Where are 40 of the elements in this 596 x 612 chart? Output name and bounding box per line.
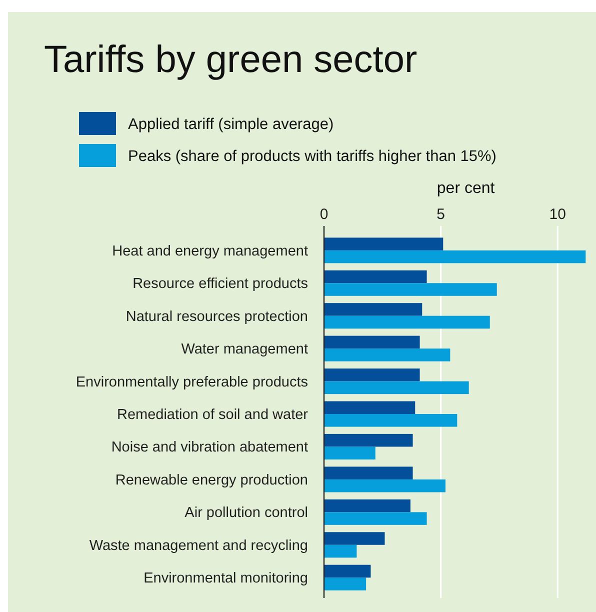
x-tick-label: 0 xyxy=(320,206,328,223)
y-tick-label: Heat and energy management xyxy=(112,243,308,260)
bar xyxy=(324,446,376,460)
bar xyxy=(324,336,420,349)
bar xyxy=(324,270,427,284)
bar xyxy=(324,466,413,480)
y-tick-label: Remediation of soil and water xyxy=(116,407,308,423)
y-tick-label: Environmental monitoring xyxy=(144,570,308,587)
y-tick-label: Environmentally preferable products xyxy=(76,374,308,390)
bar xyxy=(324,401,416,414)
y-tick-label: Renewable energy production xyxy=(115,472,308,488)
bar xyxy=(324,564,371,578)
bar xyxy=(324,238,444,250)
y-tick-label: Waste management and recycling xyxy=(89,538,308,554)
bar xyxy=(324,434,413,447)
bar xyxy=(324,250,586,264)
bar xyxy=(324,532,385,545)
bar xyxy=(324,303,422,316)
x-tick-label: 10 xyxy=(549,206,566,223)
bar xyxy=(324,381,469,394)
bar xyxy=(324,316,490,329)
bar xyxy=(324,578,366,590)
y-tick-label: Resource efficient products xyxy=(132,276,308,292)
bar xyxy=(324,499,410,512)
y-tick-label: Noise and vibration abatement xyxy=(111,440,308,456)
y-tick-label: Water management xyxy=(181,342,308,358)
y-tick-label: Natural resources protection xyxy=(126,308,308,325)
x-axis-title: per cent xyxy=(436,180,496,197)
bar xyxy=(324,414,458,427)
bar xyxy=(324,479,446,492)
legend-label: Peaks (share of products with tariffs higher than 15%) xyxy=(128,148,496,165)
chart-title: Tariffs by green sector xyxy=(44,39,418,81)
bar xyxy=(324,544,357,558)
bar xyxy=(324,512,427,525)
x-tick-label: 5 xyxy=(436,206,445,223)
y-tick-label: Air pollution control xyxy=(184,505,308,522)
legend-label: Applied tariff (simple average) xyxy=(128,116,334,133)
bar xyxy=(324,283,497,296)
bar xyxy=(324,368,420,382)
bar xyxy=(324,348,450,362)
